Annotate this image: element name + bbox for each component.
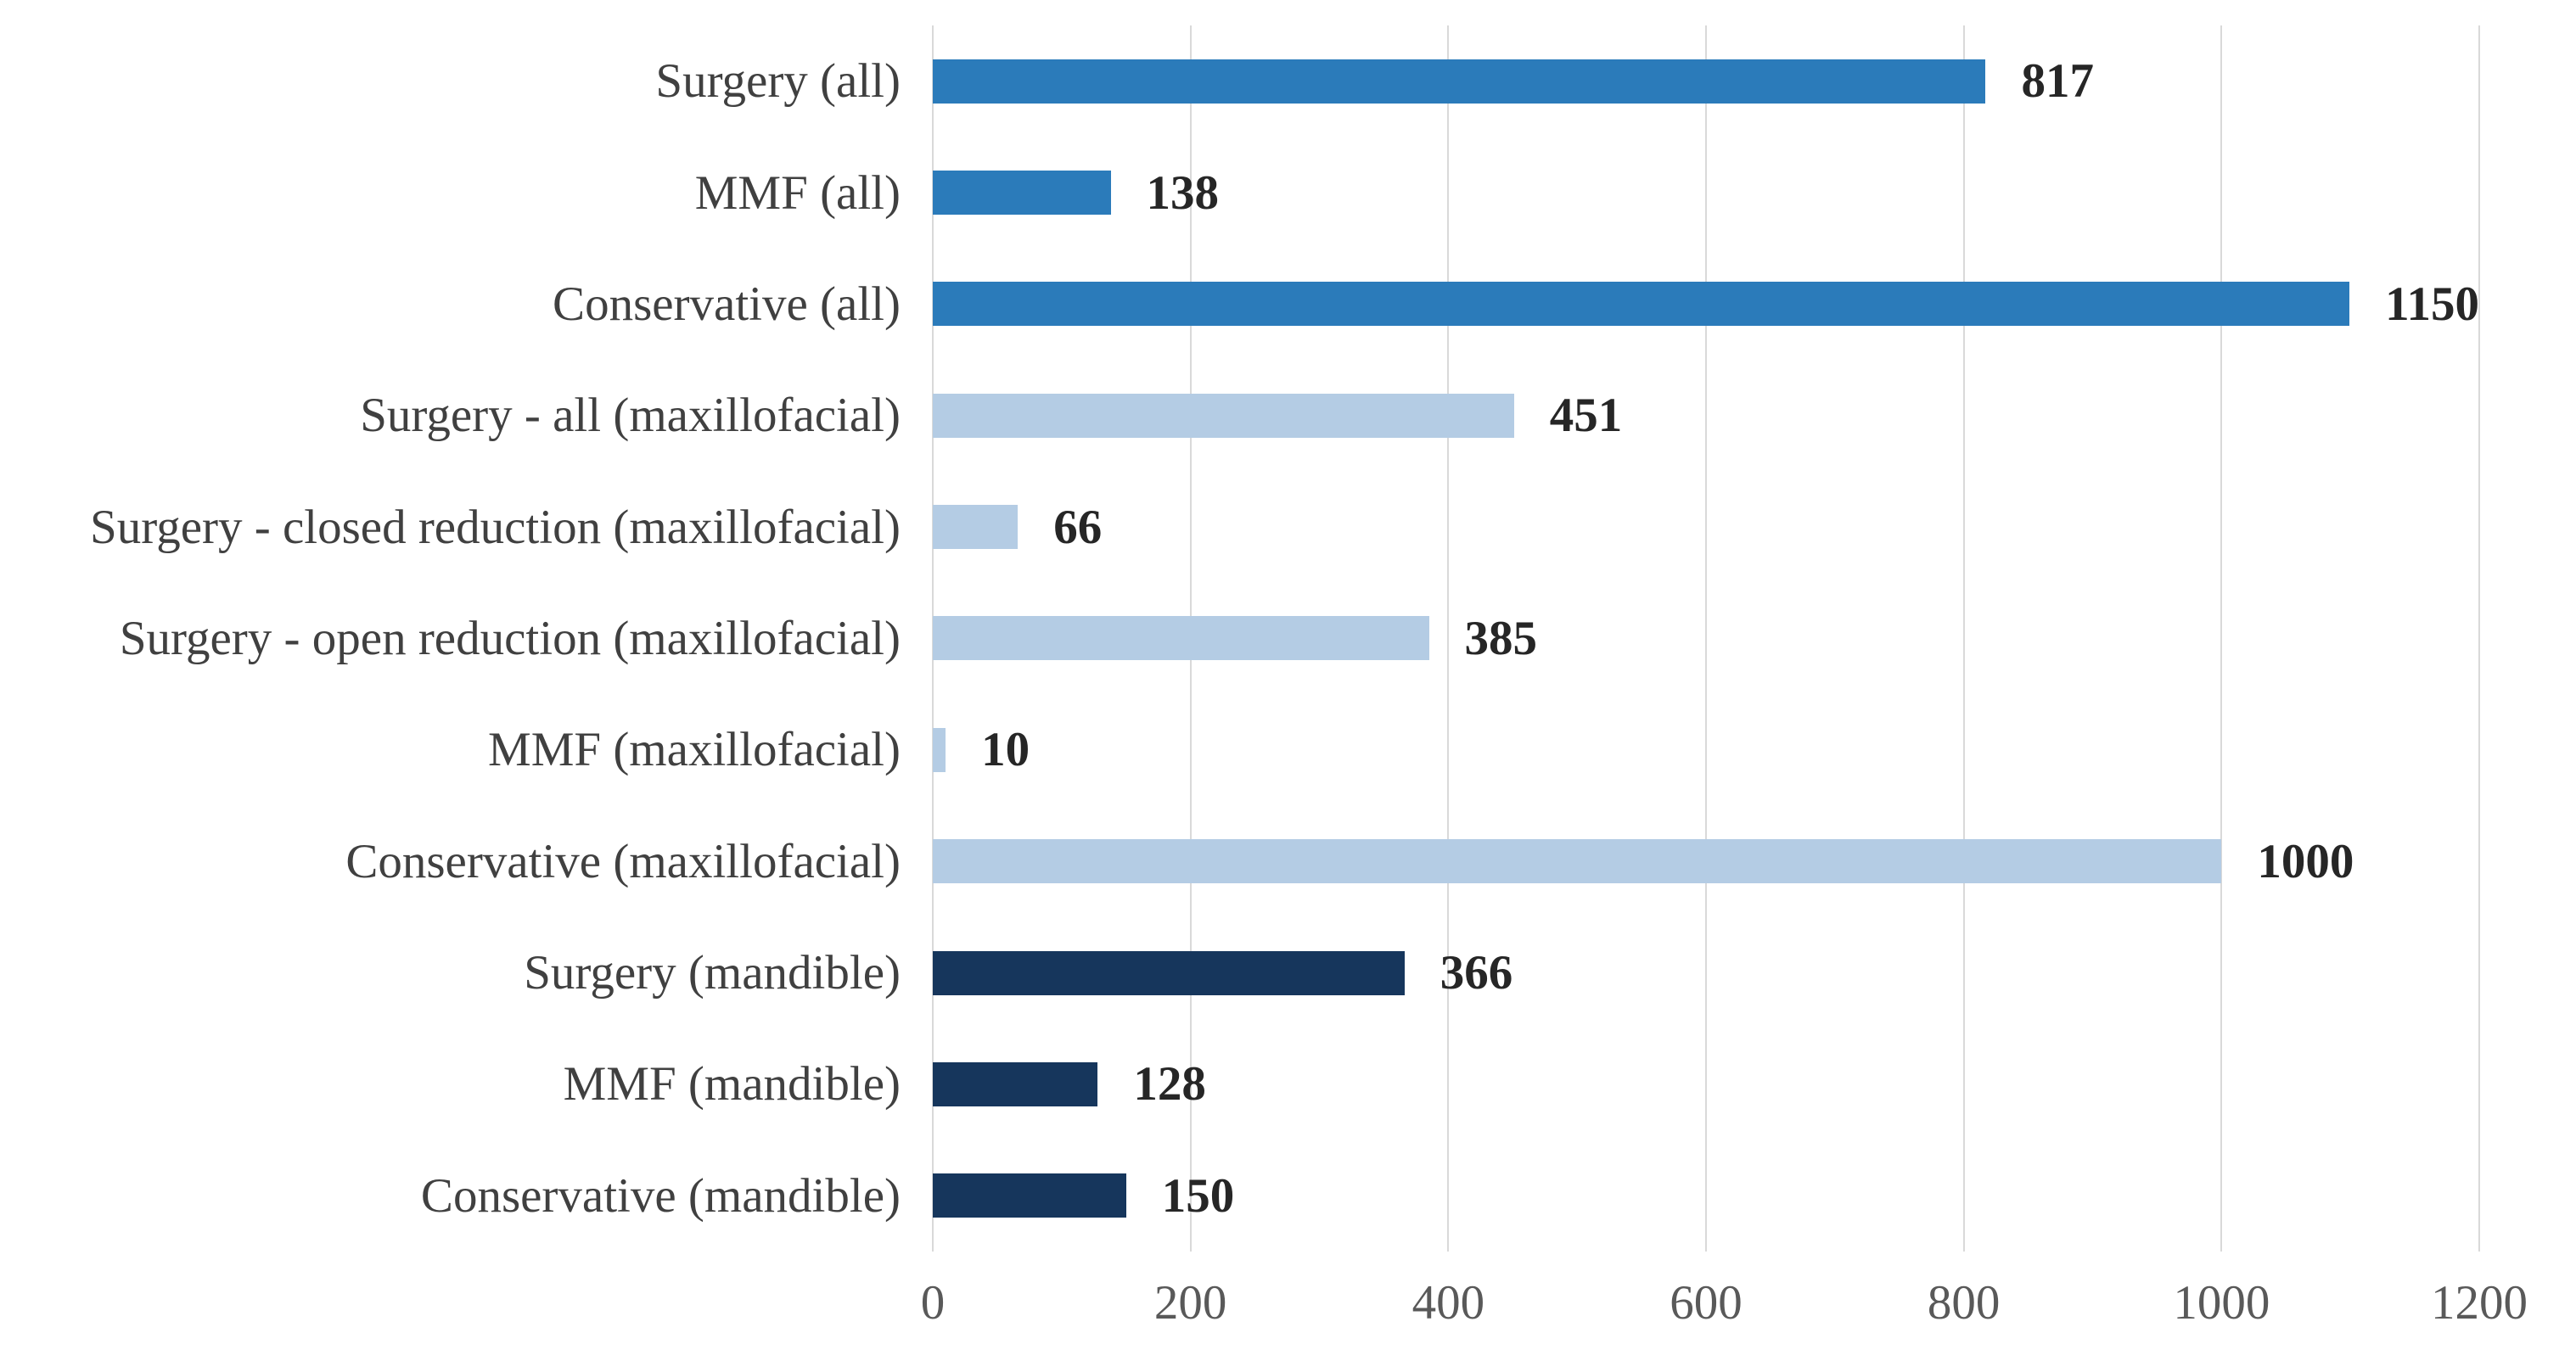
category-label: Conservative (maxillofacial) <box>345 834 901 888</box>
bar-value-label: 817 <box>2021 54 2094 109</box>
x-tick-label: 400 <box>1411 1276 1485 1330</box>
chart-row: Conservative (maxillofacial) 1000 <box>0 806 2576 917</box>
gridline <box>1705 25 1707 1252</box>
bar-value-label: 451 <box>1549 389 1623 443</box>
bar <box>933 171 1111 216</box>
category-label: MMF (all) <box>694 165 901 220</box>
chart-row: MMF (maxillofacial) 10 <box>0 694 2576 805</box>
chart-row: Surgery (all) 817 <box>0 25 2576 137</box>
bar-cell: 1150 <box>933 249 2479 360</box>
bar <box>933 616 1429 661</box>
bar-cell: 366 <box>933 917 2479 1028</box>
chart-row: MMF (mandible) 128 <box>0 1028 2576 1140</box>
chart-row: Surgery - all (maxillofacial) 451 <box>0 360 2576 471</box>
x-tick-label: 1200 <box>2431 1276 2528 1330</box>
gridline <box>1447 25 1450 1252</box>
bar <box>933 282 2350 327</box>
gridline <box>1962 25 1965 1252</box>
bar <box>933 505 1019 550</box>
bar-cell: 66 <box>933 471 2479 582</box>
x-tick-label: 0 <box>920 1276 946 1330</box>
bar-value-label: 1000 <box>2257 834 2354 888</box>
bar-cell: 385 <box>933 583 2479 694</box>
category-label: MMF (mandible) <box>563 1057 901 1112</box>
bar-rows: Surgery (all) 817 MMF (all) 138 Conserva… <box>0 25 2576 1252</box>
bar-cell: 817 <box>933 25 2479 137</box>
bar <box>933 1061 1098 1106</box>
category-label: Conservative (mandible) <box>420 1168 901 1223</box>
chart-row: Conservative (mandible) 150 <box>0 1140 2576 1252</box>
bar <box>933 1173 1126 1218</box>
bar <box>933 393 1514 438</box>
bar-cell: 1000 <box>933 806 2479 917</box>
chart-row: Conservative (all) 1150 <box>0 249 2576 360</box>
bar-cell: 10 <box>933 694 2479 805</box>
gridline <box>2478 25 2480 1252</box>
x-tick-label: 800 <box>1927 1276 2001 1330</box>
category-label: MMF (maxillofacial) <box>488 723 901 777</box>
chart-row: Surgery - open reduction (maxillofacial)… <box>0 583 2576 694</box>
category-label: Surgery (all) <box>655 54 901 109</box>
category-label: Surgery - open reduction (maxillofacial) <box>119 611 901 665</box>
gridline <box>2220 25 2223 1252</box>
x-tick-label: 1000 <box>2173 1276 2270 1330</box>
bar-cell: 150 <box>933 1140 2479 1252</box>
category-label: Conservative (all) <box>553 277 901 331</box>
bar-value-label: 138 <box>1146 165 1220 220</box>
bar <box>933 839 2222 884</box>
x-tick-label: 600 <box>1670 1276 1743 1330</box>
bar-value-label: 385 <box>1464 611 1538 665</box>
category-label: Surgery - closed reduction (maxillofacia… <box>90 500 901 554</box>
x-axis: 0 200 400 600 800 1000 1200 <box>921 1274 2528 1351</box>
bar <box>933 950 1405 995</box>
chart-row: MMF (all) 138 <box>0 137 2576 248</box>
category-label: Surgery (mandible) <box>524 946 901 1000</box>
bar-cell: 138 <box>933 137 2479 248</box>
bar-value-label: 1150 <box>2385 277 2479 331</box>
bar <box>933 727 946 772</box>
bar-value-label: 10 <box>981 723 1030 777</box>
x-tick-label: 200 <box>1153 1276 1227 1330</box>
bar-cell: 128 <box>933 1028 2479 1140</box>
bar-value-label: 150 <box>1161 1168 1235 1223</box>
chart-row: Surgery - closed reduction (maxillofacia… <box>0 471 2576 582</box>
bar-value-label: 128 <box>1133 1057 1206 1112</box>
bar-value-label: 366 <box>1440 946 1513 1000</box>
category-label: Surgery - all (maxillofacial) <box>360 389 901 443</box>
bar <box>933 59 1986 104</box>
bar-cell: 451 <box>933 360 2479 471</box>
bar-value-label: 66 <box>1053 500 1103 554</box>
chart-row: Surgery (mandible) 366 <box>0 917 2576 1028</box>
